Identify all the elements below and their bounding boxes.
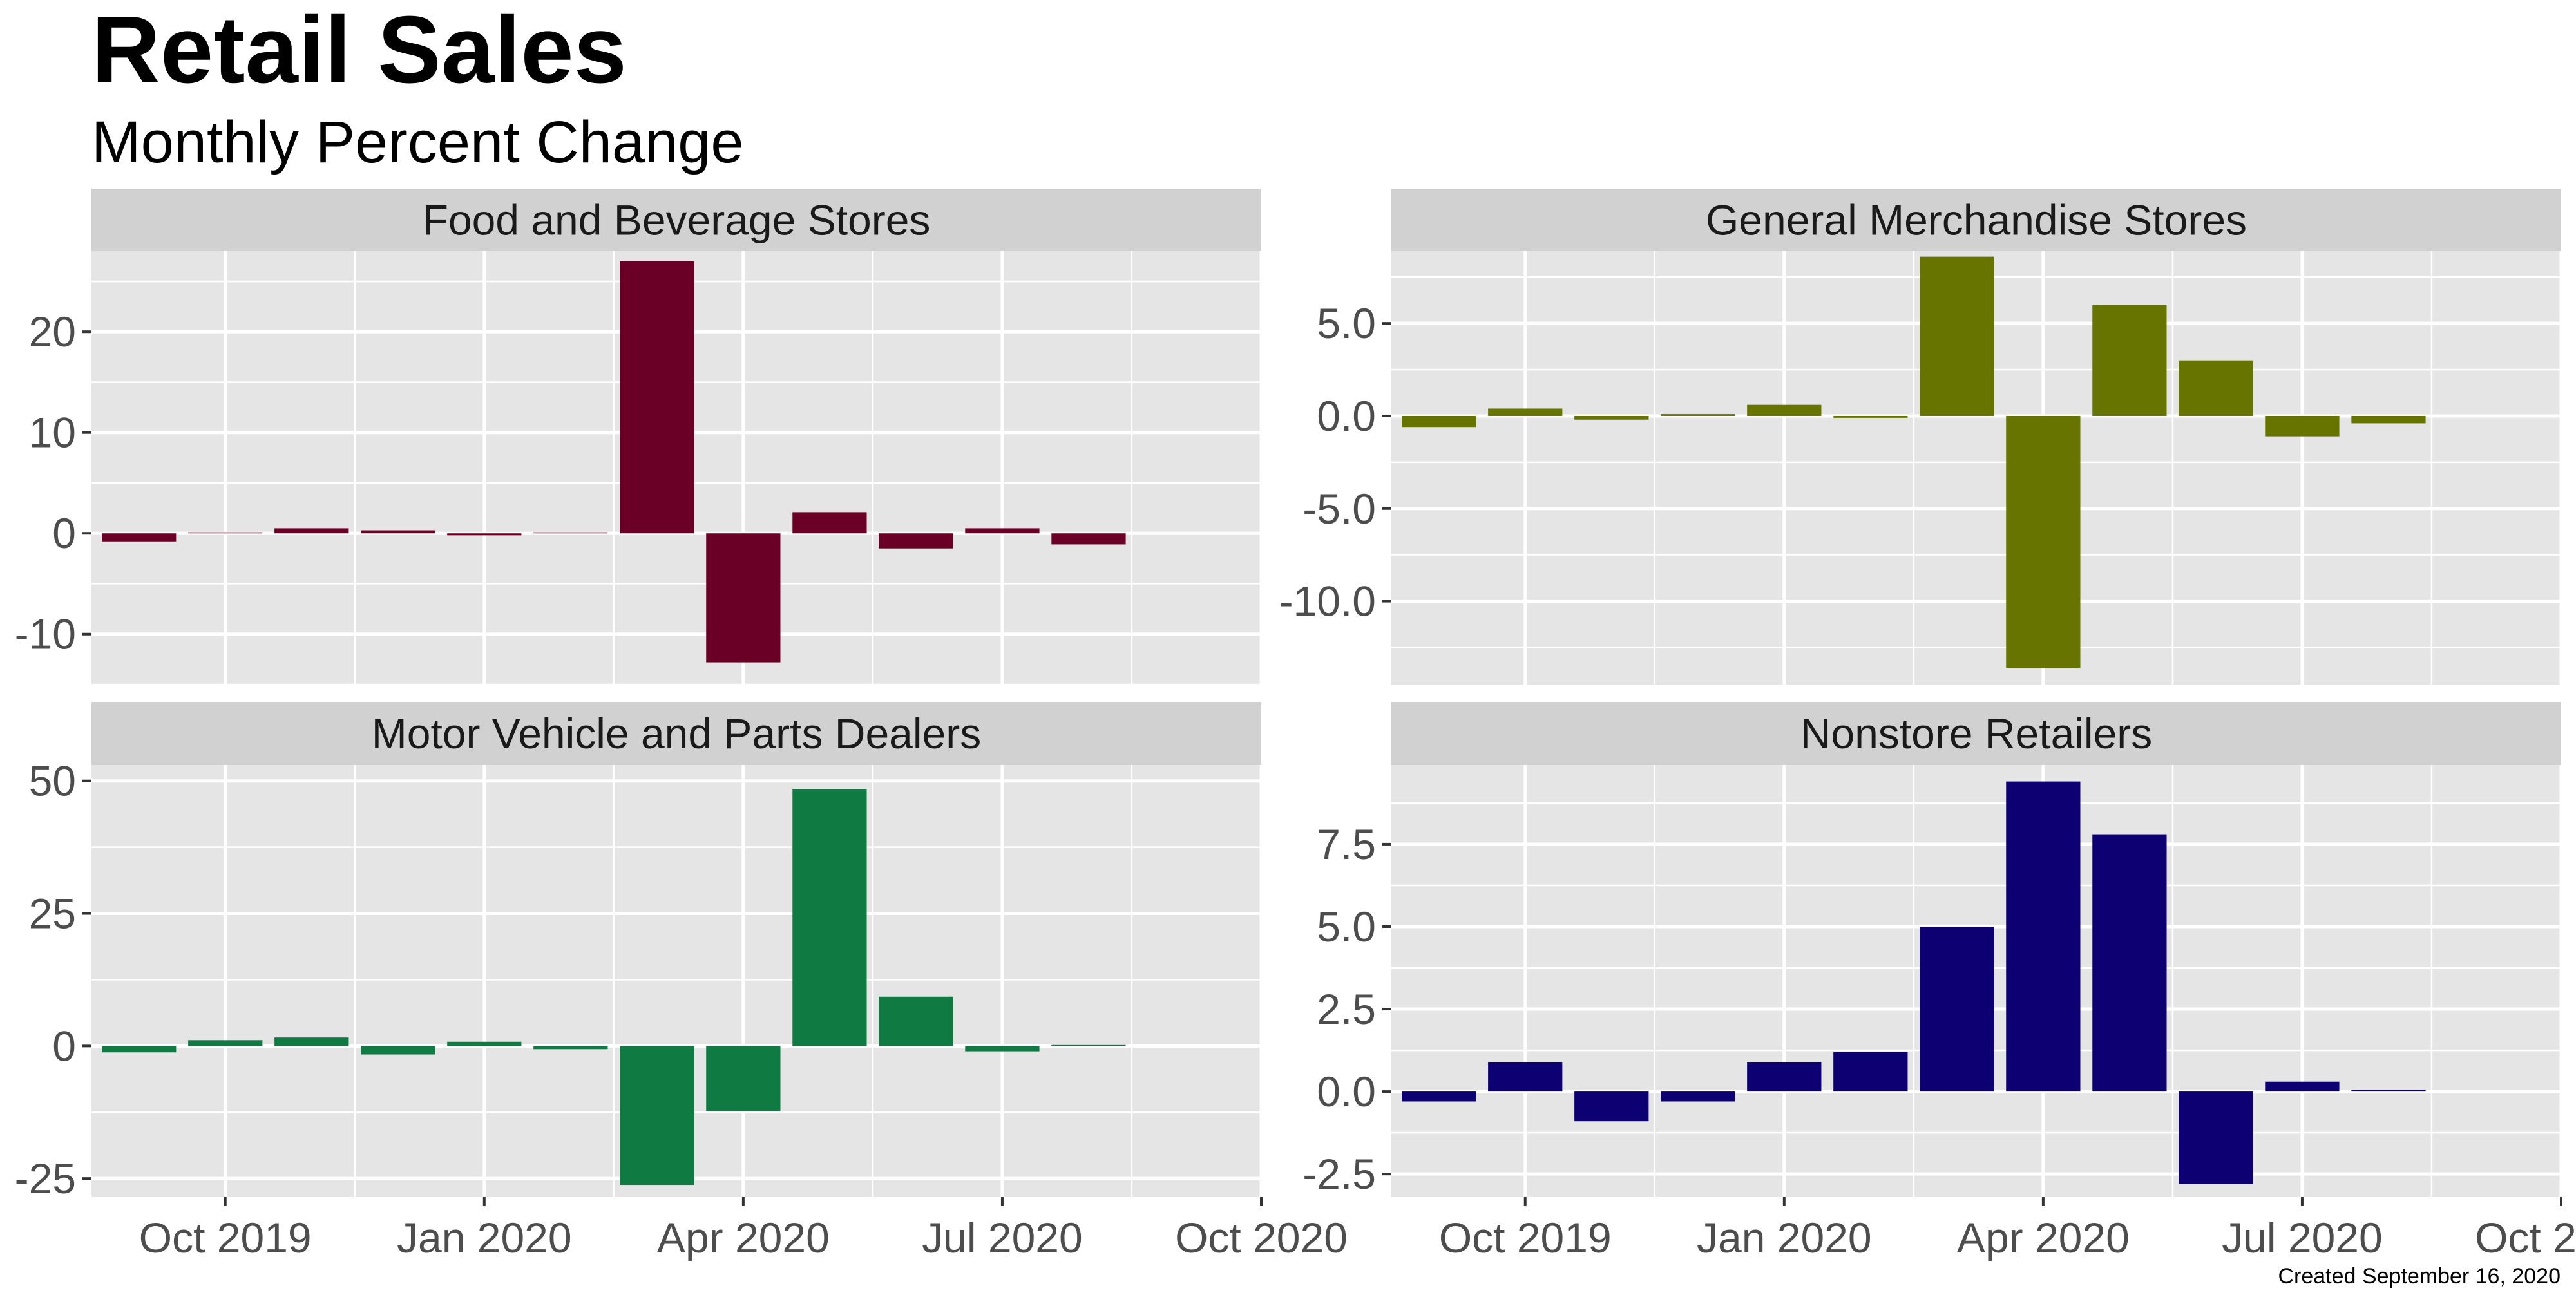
bar-2020-07 <box>965 1046 1040 1052</box>
chart-caption: Created September 16, 2020 <box>2278 1264 2561 1289</box>
facet-strip <box>91 702 1261 765</box>
bar-2020-06 <box>2179 360 2253 416</box>
x-tick-label: Oct 2019 <box>1439 1214 1612 1261</box>
facet-strip <box>1391 189 2561 251</box>
bar-2019-11 <box>1574 415 1649 420</box>
y-tick-label: 0.0 <box>1317 1068 1376 1115</box>
facet-strip-label: Nonstore Retailers <box>1800 710 2153 757</box>
y-tick-label: -25 <box>15 1155 76 1202</box>
bar-2020-08 <box>1051 533 1126 545</box>
x-tick-label: Apr 2020 <box>1957 1214 2130 1261</box>
bar-2020-06 <box>879 996 953 1046</box>
y-tick-label: -10.0 <box>1279 578 1376 625</box>
bar-2019-10 <box>188 532 263 534</box>
bar-2019-12 <box>361 530 435 534</box>
bar-2020-07 <box>965 528 1040 534</box>
bar-2020-04 <box>706 533 781 663</box>
bar-2019-10 <box>1488 1061 1563 1092</box>
facet-strip <box>91 189 1261 251</box>
bar-2020-08 <box>2351 415 2426 424</box>
facet-strip <box>1391 702 2561 765</box>
bar-2019-10 <box>1488 408 1563 416</box>
x-tick-label: Jan 2020 <box>397 1214 572 1261</box>
bar-2019-12 <box>1661 414 1735 416</box>
bar-2020-05 <box>2092 305 2167 416</box>
bar-2020-02 <box>1833 415 1908 418</box>
chart-subtitle: Monthly Percent Change <box>91 109 744 175</box>
bar-2020-06 <box>879 533 953 549</box>
x-tick-label: Jul 2020 <box>922 1214 1083 1261</box>
bar-2020-06 <box>2179 1091 2253 1184</box>
y-tick-label: 0 <box>52 509 76 557</box>
y-tick-label: -5.0 <box>1302 485 1376 533</box>
facet-panel-1: Food and Beverage Stores -10 0 10 20 <box>15 189 1263 686</box>
x-tick-label: Oct 2020 <box>1175 1214 1348 1261</box>
bar-2019-11 <box>274 1037 349 1046</box>
bar-2019-11 <box>274 528 349 534</box>
facet-panel-4: Nonstore Retailers -2.5 0.0 2.5 5.0 7.5 Oct 20… <box>1302 702 2576 1261</box>
bar-2020-05 <box>792 789 867 1046</box>
facet-strip-label: General Merchandise Stores <box>1706 196 2247 244</box>
bar-2020-02 <box>1833 1052 1908 1092</box>
facet-panels: Food and Beverage Stores -10 0 10 20 General … <box>15 189 2576 1261</box>
bar-2020-04 <box>2006 415 2081 668</box>
bar-2020-03 <box>1920 926 1994 1092</box>
y-tick-label: 20 <box>29 308 76 355</box>
bar-2019-09 <box>102 1046 177 1053</box>
bar-2019-09 <box>102 533 177 542</box>
y-tick-label: 5.0 <box>1317 903 1376 950</box>
bar-2019-12 <box>1661 1091 1735 1102</box>
bar-2020-02 <box>533 1046 608 1050</box>
bar-2020-07 <box>2265 1081 2340 1092</box>
bar-2019-11 <box>1574 1091 1649 1122</box>
bar-2020-04 <box>706 1046 781 1111</box>
x-tick-label: Apr 2020 <box>657 1214 830 1261</box>
bar-2019-09 <box>1402 415 1476 428</box>
bar-2020-05 <box>2092 834 2167 1092</box>
x-tick-label: Jul 2020 <box>2222 1214 2383 1261</box>
bar-2020-01 <box>1747 1061 1822 1092</box>
bar-2020-08 <box>2351 1090 2426 1092</box>
y-tick-label: 50 <box>29 757 76 805</box>
bar-2020-04 <box>2006 781 2081 1092</box>
y-tick-label: 0.0 <box>1317 392 1376 440</box>
y-tick-label: 10 <box>29 409 76 457</box>
facet-panel-3: Motor Vehicle and Parts Dealers -25 0 25 50 O… <box>15 702 1348 1261</box>
facet-panel-2: General Merchandise Stores -10.0 -5.0 0.0 5.… <box>1279 189 2563 685</box>
y-tick-label: -2.5 <box>1302 1150 1376 1198</box>
y-tick-label: 25 <box>29 890 76 938</box>
bar-2019-10 <box>188 1040 263 1046</box>
bar-2020-02 <box>533 532 608 534</box>
y-tick-label: 7.5 <box>1317 820 1376 868</box>
y-tick-label: 0 <box>52 1022 76 1070</box>
bar-2019-12 <box>361 1046 435 1055</box>
bar-2020-01 <box>447 533 522 536</box>
x-tick-label: Oct 2020 <box>2475 1214 2576 1261</box>
facet-strip-label: Food and Beverage Stores <box>423 196 931 244</box>
bar-2020-01 <box>1747 404 1822 416</box>
bar-2020-03 <box>1920 256 1994 416</box>
x-tick-label: Oct 2019 <box>139 1214 312 1261</box>
bar-2020-03 <box>620 1046 694 1186</box>
chart-title: Retail Sales <box>91 0 627 103</box>
bar-2020-05 <box>792 512 867 534</box>
y-tick-label: 2.5 <box>1317 985 1376 1033</box>
y-tick-label: -10 <box>15 610 76 658</box>
facet-strip-label: Motor Vehicle and Parts Dealers <box>372 710 981 757</box>
bar-2020-08 <box>1051 1044 1126 1046</box>
bar-2020-07 <box>2265 415 2340 437</box>
bar-2020-01 <box>447 1041 522 1046</box>
x-tick-label: Jan 2020 <box>1697 1214 1872 1261</box>
y-tick-label: 5.0 <box>1317 299 1376 347</box>
bar-2019-09 <box>1402 1091 1476 1102</box>
bar-2020-03 <box>620 261 694 534</box>
